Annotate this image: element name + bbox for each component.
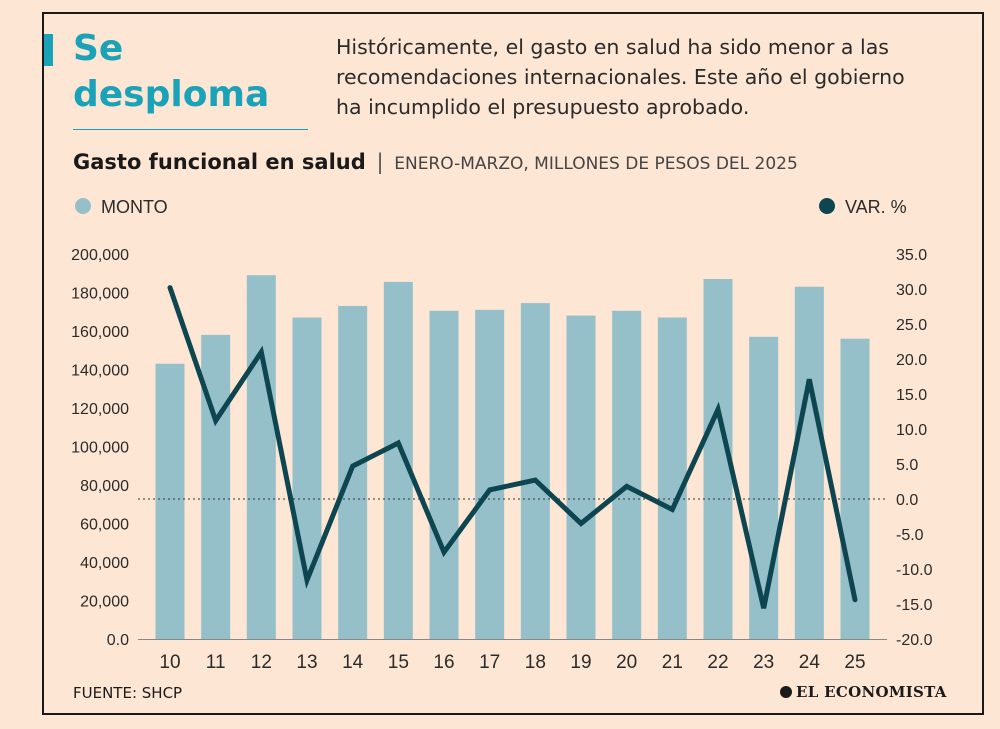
headline-line-1: Se (73, 28, 124, 69)
chart-title-main: Gasto funcional en salud (73, 150, 366, 174)
right-tick-label: 35.0 (896, 247, 927, 264)
left-tick-label: 100,000 (71, 440, 129, 457)
headline-accent-bar (44, 34, 53, 66)
bar-21 (657, 317, 687, 639)
source-note: FUENTE: SHCP (73, 684, 183, 702)
legend-swatch-monto (75, 198, 91, 214)
bar-23 (749, 336, 779, 639)
bar-17 (475, 309, 505, 639)
bar-12 (246, 275, 276, 639)
legend-label-monto: MONTO (101, 197, 168, 217)
x-tick-label-24: 24 (799, 652, 821, 673)
right-tick-label: 0.0 (896, 492, 918, 509)
bar-15 (383, 281, 413, 639)
x-tick-label-10: 10 (159, 652, 180, 673)
headline: Se desploma (73, 26, 269, 118)
bar-11 (201, 334, 231, 639)
x-tick-label-17: 17 (479, 652, 500, 673)
x-tick-label-21: 21 (662, 652, 683, 673)
right-tick-label: 20.0 (896, 352, 927, 369)
x-tick-label-18: 18 (525, 652, 546, 673)
brand-logo-icon (780, 686, 792, 698)
right-tick-label: -20.0 (896, 632, 933, 649)
bar-16 (429, 310, 459, 639)
bar-24 (794, 286, 824, 639)
x-tick-label-14: 14 (342, 652, 364, 673)
bar-10 (155, 363, 185, 639)
bar-18 (520, 303, 550, 639)
x-tick-label-22: 22 (707, 652, 728, 673)
left-tick-label: 120,000 (71, 401, 129, 418)
infographic-frame (42, 12, 984, 715)
right-tick-label: -5.0 (896, 527, 924, 544)
x-tick-label-11: 11 (206, 652, 226, 673)
bar-20 (612, 310, 642, 639)
x-tick-label-25: 25 (844, 652, 865, 673)
right-tick-label: -15.0 (896, 597, 933, 614)
left-tick-label: 180,000 (71, 286, 129, 303)
bar-19 (566, 315, 596, 639)
headline-line-2: desploma (73, 74, 270, 115)
left-tick-label: 20,000 (80, 594, 129, 611)
x-tick-label-15: 15 (388, 652, 409, 673)
left-tick-label: 80,000 (80, 478, 129, 495)
left-tick-label: 160,000 (71, 324, 129, 341)
x-tick-label-16: 16 (433, 652, 454, 673)
x-tick-label-12: 12 (251, 652, 272, 673)
legend-label-var: VAR. % (845, 197, 907, 217)
var-line-series (167, 285, 858, 609)
x-tick-label-13: 13 (296, 652, 317, 673)
right-tick-label: -10.0 (896, 562, 933, 579)
left-tick-label: 200,000 (71, 247, 129, 264)
right-tick-label: 10.0 (896, 422, 927, 439)
right-tick-label: 15.0 (896, 387, 927, 404)
legend-swatch-var (819, 198, 835, 214)
right-tick-label: 5.0 (896, 457, 918, 474)
right-tick-label: 25.0 (896, 317, 927, 334)
x-tick-label-23: 23 (753, 652, 774, 673)
headline-divider (73, 129, 308, 130)
chart-title-separator: | (376, 150, 384, 174)
chart-title: Gasto funcional en salud | ENERO-MARZO, … (73, 150, 798, 174)
left-tick-label: 60,000 (80, 517, 129, 534)
left-tick-label: 40,000 (80, 555, 129, 572)
left-tick-label: 0.0 (107, 632, 129, 649)
x-tick-label-20: 20 (616, 652, 637, 673)
intro-text: Históricamente, el gasto en salud ha sid… (336, 35, 905, 119)
x-tick-label-19: 19 (570, 652, 591, 673)
brand-name: EL ECONOMISTA (796, 683, 947, 701)
brand-logo: EL ECONOMISTA (780, 683, 947, 701)
right-tick-label: 30.0 (896, 282, 927, 299)
left-tick-label: 140,000 (71, 363, 129, 380)
bar-13 (292, 317, 322, 639)
chart-title-subtitle: ENERO-MARZO, MILLONES DE PESOS DEL 2025 (394, 154, 798, 174)
